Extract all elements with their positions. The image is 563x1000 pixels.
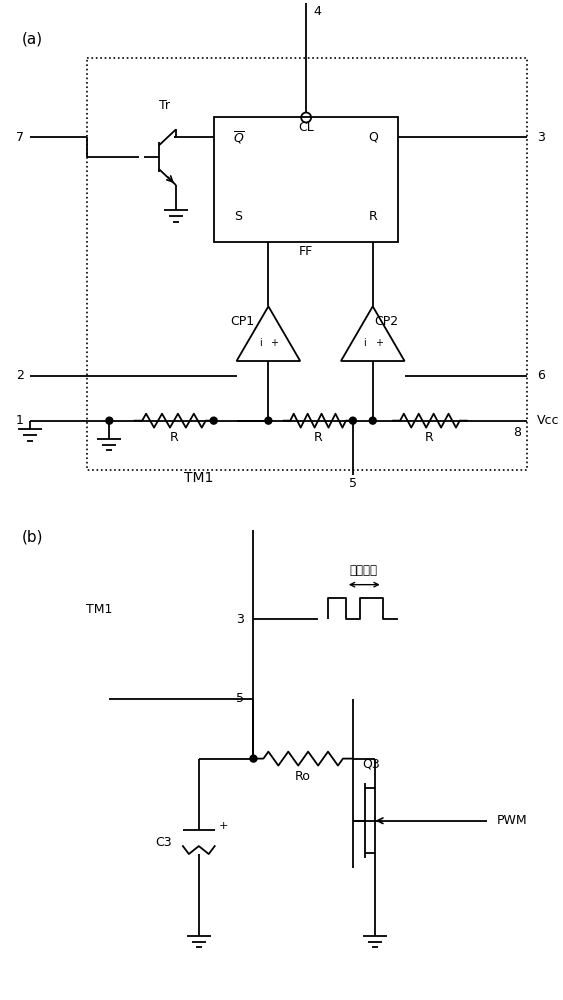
Text: TM1: TM1 <box>184 471 213 485</box>
Text: Ro: Ro <box>295 770 311 783</box>
Text: 1: 1 <box>16 414 24 427</box>
Text: 7: 7 <box>16 131 24 144</box>
Bar <box>87 58 527 470</box>
Text: 8: 8 <box>513 426 521 439</box>
Text: S: S <box>235 210 243 223</box>
Text: Q3: Q3 <box>362 757 379 770</box>
Text: R: R <box>425 431 434 444</box>
Text: (a): (a) <box>22 31 43 46</box>
Text: +: + <box>218 821 228 831</box>
Text: 4: 4 <box>313 5 321 18</box>
Text: $\overline{Q}$: $\overline{Q}$ <box>233 129 244 146</box>
Text: PWM: PWM <box>497 814 528 827</box>
Text: 5: 5 <box>349 477 357 490</box>
Polygon shape <box>341 306 405 361</box>
Text: R: R <box>169 431 178 444</box>
Text: R: R <box>368 210 377 223</box>
Text: CL: CL <box>298 121 314 134</box>
Text: TM1: TM1 <box>86 603 113 616</box>
Text: i: i <box>364 338 366 348</box>
Text: 5: 5 <box>235 692 244 705</box>
Text: 3: 3 <box>537 131 544 144</box>
Text: Q: Q <box>368 131 378 144</box>
Circle shape <box>369 417 376 424</box>
Text: i: i <box>259 338 262 348</box>
Text: 6: 6 <box>537 369 544 382</box>
Circle shape <box>350 417 356 424</box>
Text: +: + <box>270 338 278 348</box>
Text: CP1: CP1 <box>231 315 254 328</box>
Text: CP2: CP2 <box>375 315 399 328</box>
Text: 可变长度: 可变长度 <box>350 564 378 577</box>
Text: Vcc: Vcc <box>537 414 559 427</box>
Text: 3: 3 <box>236 613 244 626</box>
Circle shape <box>106 417 113 424</box>
Text: FF: FF <box>299 245 313 258</box>
Text: +: + <box>375 338 383 348</box>
Text: Tr: Tr <box>159 99 169 112</box>
Text: R: R <box>314 431 323 444</box>
Text: 2: 2 <box>16 369 24 382</box>
Polygon shape <box>236 306 300 361</box>
Circle shape <box>250 755 257 762</box>
Text: (b): (b) <box>22 530 43 545</box>
Bar <box>214 117 397 242</box>
Circle shape <box>265 417 272 424</box>
Circle shape <box>210 417 217 424</box>
Text: C3: C3 <box>156 836 172 849</box>
